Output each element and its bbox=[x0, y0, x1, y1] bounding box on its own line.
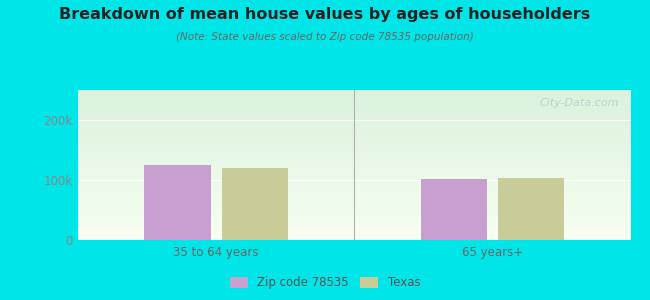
Bar bbox=[498, 178, 564, 240]
Bar bbox=[222, 168, 288, 240]
Text: Breakdown of mean house values by ages of householders: Breakdown of mean house values by ages o… bbox=[59, 8, 591, 22]
Legend: Zip code 78535, Texas: Zip code 78535, Texas bbox=[225, 272, 425, 294]
Text: City-Data.com: City-Data.com bbox=[540, 98, 619, 107]
Bar bbox=[144, 165, 211, 240]
Bar bbox=[421, 179, 487, 240]
Text: (Note: State values scaled to Zip code 78535 population): (Note: State values scaled to Zip code 7… bbox=[176, 32, 474, 41]
